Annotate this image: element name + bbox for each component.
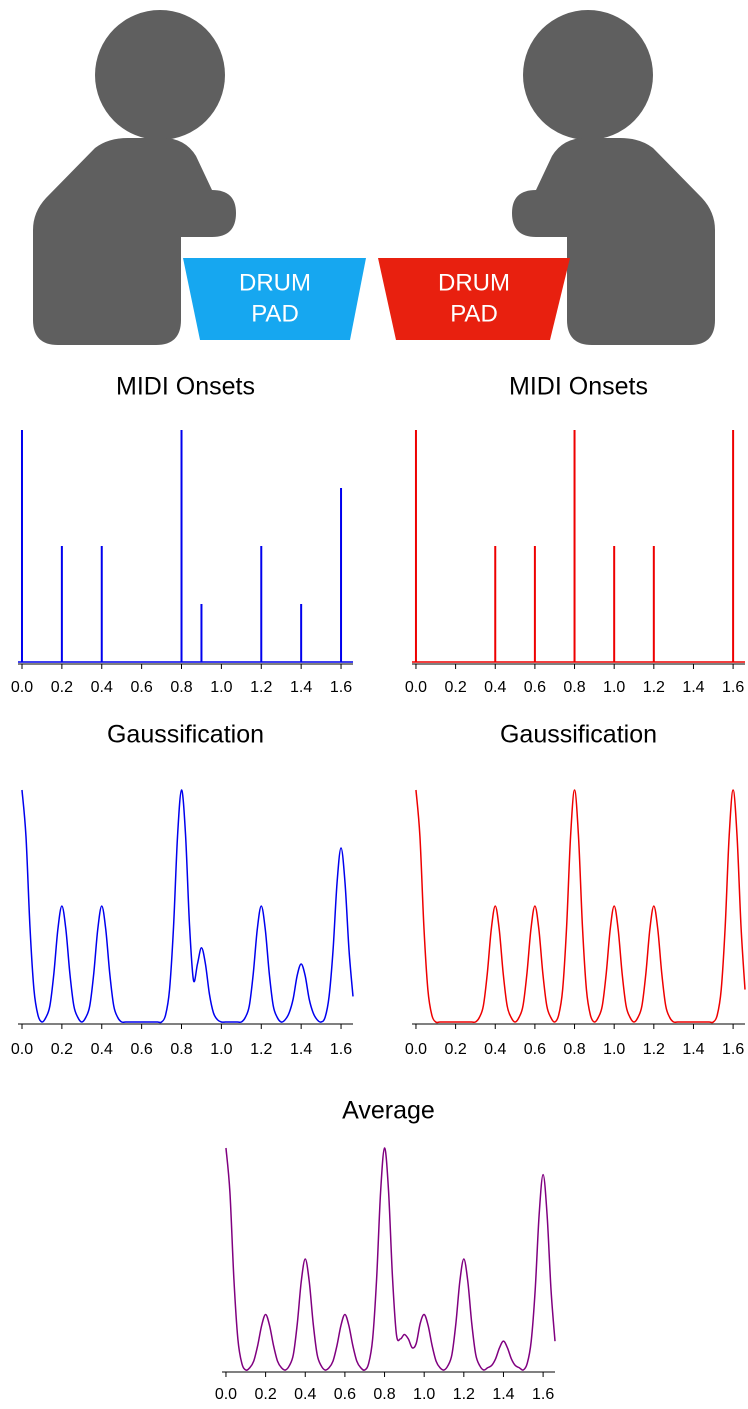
- chart-title: Gaussification: [500, 721, 657, 749]
- x-tick-label: 0.6: [131, 679, 153, 696]
- x-tick-label: 1.0: [210, 1041, 232, 1058]
- x-tick-label: 1.2: [250, 679, 272, 696]
- curve: [415, 789, 746, 1024]
- x-tick-label: 1.0: [603, 1041, 625, 1058]
- x-tick-label: 1.4: [682, 679, 704, 696]
- x-tick-label: 0.6: [131, 1041, 153, 1058]
- head: [95, 10, 225, 140]
- x-tick-label: 0.8: [563, 1041, 585, 1058]
- x-tick-label: 0.2: [51, 679, 73, 696]
- x-tick-label: 0.8: [373, 1386, 395, 1403]
- pad-label: PAD: [251, 300, 299, 327]
- x-tick-label: 0.8: [170, 679, 192, 696]
- x-tick-label: 0.4: [91, 679, 113, 696]
- x-tick-label: 1.2: [643, 679, 665, 696]
- x-tick-label: 0.0: [215, 1386, 237, 1403]
- chart-title: MIDI Onsets: [116, 373, 255, 401]
- drum-pad: [183, 258, 366, 340]
- x-tick-label: 0.8: [170, 1041, 192, 1058]
- x-tick-label: 0.0: [11, 1041, 33, 1058]
- x-tick-label: 0.4: [91, 1041, 113, 1058]
- x-tick-label: 0.2: [444, 679, 466, 696]
- pad-label: DRUM: [438, 269, 510, 296]
- x-tick-label: 1.0: [210, 679, 232, 696]
- person-left: [33, 10, 236, 345]
- x-tick-label: 1.2: [250, 1041, 272, 1058]
- x-tick-label: 0.0: [405, 1041, 427, 1058]
- curve: [21, 789, 354, 1024]
- x-tick-label: 1.6: [722, 679, 744, 696]
- x-tick-label: 1.4: [682, 1041, 704, 1058]
- x-tick-label: 1.6: [330, 1041, 352, 1058]
- x-tick-label: 1.0: [603, 679, 625, 696]
- person-right: [512, 10, 715, 345]
- x-tick-label: 1.4: [492, 1386, 514, 1403]
- drum-pad: [378, 258, 570, 340]
- x-tick-label: 0.8: [563, 679, 585, 696]
- x-tick-label: 0.0: [11, 679, 33, 696]
- x-tick-label: 1.6: [722, 1041, 744, 1058]
- pad-label: PAD: [450, 300, 498, 327]
- x-tick-label: 0.6: [334, 1386, 356, 1403]
- x-tick-label: 1.4: [290, 679, 312, 696]
- x-tick-label: 1.2: [453, 1386, 475, 1403]
- body: [512, 138, 715, 345]
- x-tick-label: 0.2: [444, 1041, 466, 1058]
- x-tick-label: 1.6: [330, 679, 352, 696]
- head: [523, 10, 653, 140]
- chart-title: MIDI Onsets: [509, 373, 648, 401]
- body: [33, 138, 236, 345]
- chart-title: Gaussification: [107, 721, 264, 749]
- x-tick-label: 1.4: [290, 1041, 312, 1058]
- x-tick-label: 1.2: [643, 1041, 665, 1058]
- x-tick-label: 0.0: [405, 679, 427, 696]
- chart-title: Average: [342, 1097, 435, 1125]
- x-tick-label: 0.2: [254, 1386, 276, 1403]
- x-tick-label: 1.6: [532, 1386, 554, 1403]
- x-tick-label: 0.6: [524, 1041, 546, 1058]
- curve: [225, 1147, 556, 1371]
- x-tick-label: 0.4: [484, 679, 506, 696]
- x-tick-label: 1.0: [413, 1386, 435, 1403]
- x-tick-label: 0.6: [524, 679, 546, 696]
- x-tick-label: 0.4: [294, 1386, 316, 1403]
- x-tick-label: 0.2: [51, 1041, 73, 1058]
- x-tick-label: 0.4: [484, 1041, 506, 1058]
- pad-label: DRUM: [239, 269, 311, 296]
